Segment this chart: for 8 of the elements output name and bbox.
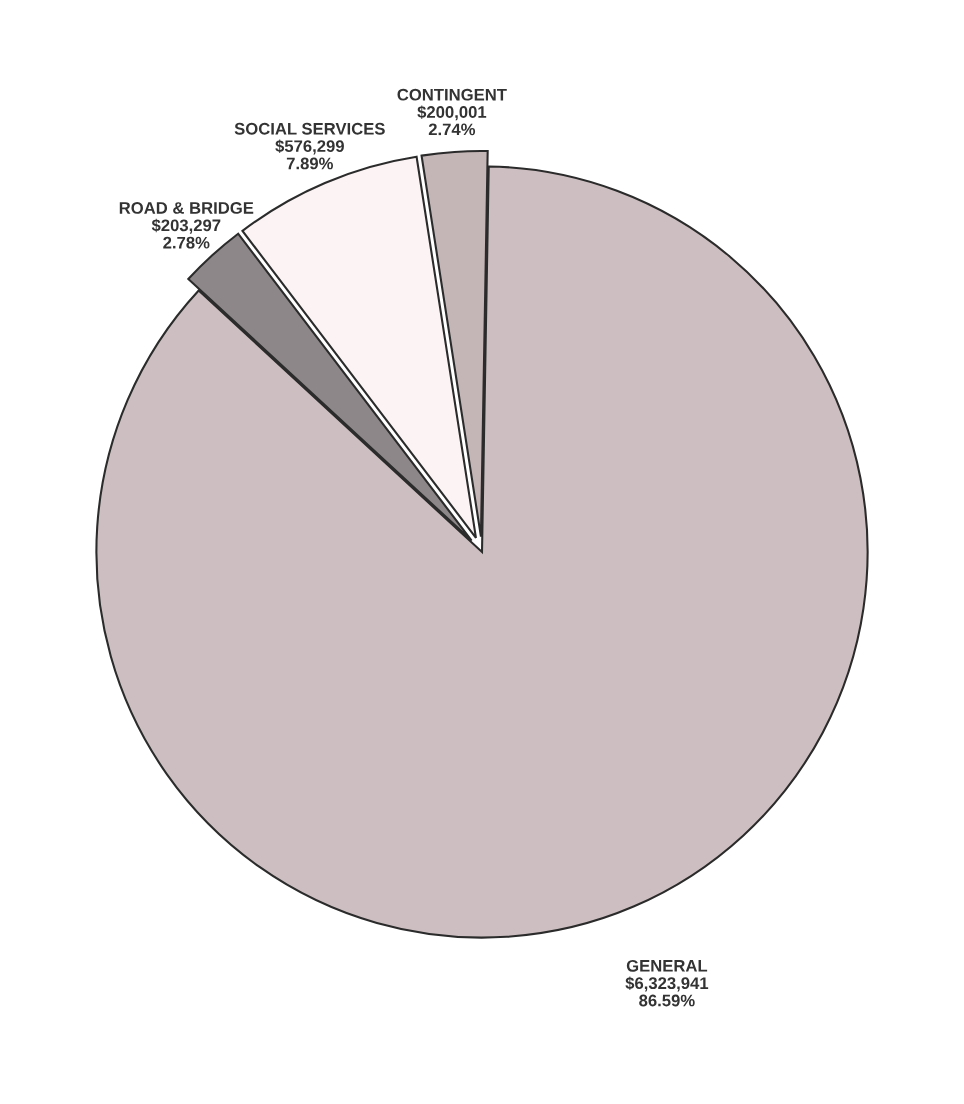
- slice-label: CONTINGENT: [397, 88, 507, 101]
- data-label: $576,299 7.89%: [275, 139, 344, 170]
- slice-label: SOCIAL SERVICES: [234, 122, 385, 135]
- slice-label: ROAD & BRIDGE: [119, 202, 254, 214]
- data-label: $203,297 2.78%: [151, 218, 221, 249]
- slice-label: GENERAL: [626, 959, 708, 972]
- data-label: $6,323,941 86.59%: [625, 976, 709, 1007]
- data-label: $200,001 2.74%: [417, 105, 487, 136]
